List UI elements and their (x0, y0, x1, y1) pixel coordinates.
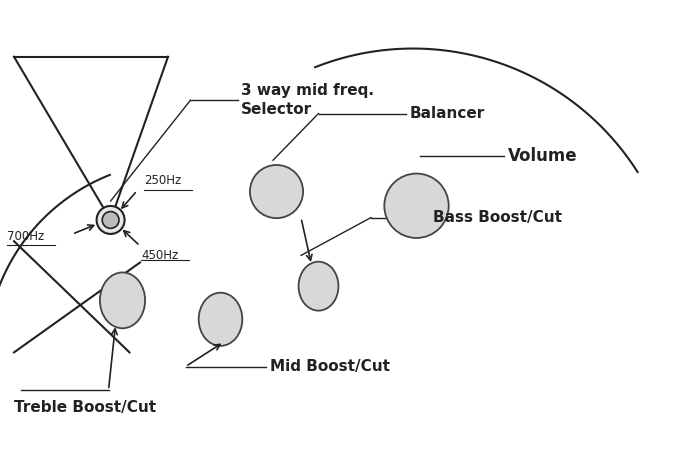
Text: Treble Boost/Cut: Treble Boost/Cut (14, 400, 156, 415)
Text: 3 way mid freq.
Selector: 3 way mid freq. Selector (241, 83, 374, 117)
Ellipse shape (102, 211, 119, 228)
Text: Balancer: Balancer (410, 106, 484, 121)
Ellipse shape (384, 174, 449, 238)
Text: 450Hz: 450Hz (141, 249, 178, 262)
Text: Bass Boost/Cut: Bass Boost/Cut (433, 210, 561, 225)
Text: 700Hz: 700Hz (7, 230, 44, 243)
Ellipse shape (250, 165, 303, 218)
Text: Mid Boost/Cut: Mid Boost/Cut (270, 359, 389, 374)
Ellipse shape (97, 206, 125, 234)
Text: Volume: Volume (508, 147, 577, 165)
Ellipse shape (100, 272, 145, 328)
Ellipse shape (199, 293, 242, 346)
Text: 250Hz: 250Hz (144, 174, 181, 187)
Ellipse shape (298, 262, 339, 311)
